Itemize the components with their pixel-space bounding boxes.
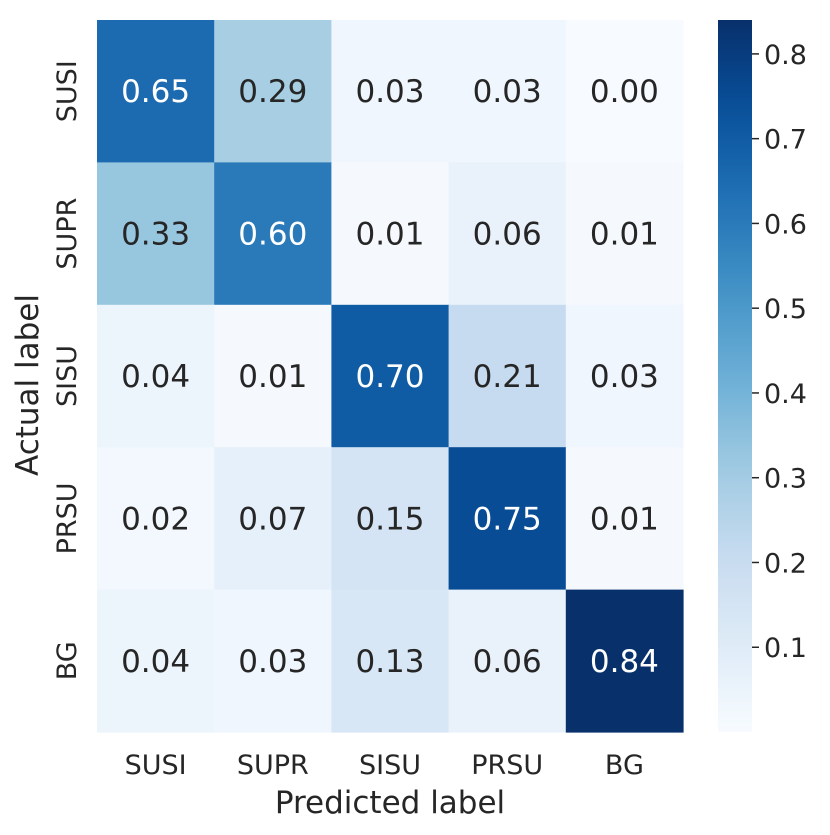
cell-value-label: 0.03	[473, 74, 542, 110]
cell-bg-susi	[97, 589, 215, 733]
cell-value-label: 0.01	[238, 359, 307, 395]
y-tick-labels: SUSI SUPR SISU PRSU BG	[52, 60, 83, 680]
cell-bg-bg	[565, 589, 684, 733]
cell-susi-susi	[97, 20, 215, 163]
cell-prsu-susi	[97, 447, 215, 591]
colorbar: 0.1 0.2 0.3 0.4 0.5 0.6 0.7 0.8	[718, 20, 807, 732]
cell-supr-susi	[97, 162, 215, 306]
cell-bg-prsu	[448, 589, 567, 733]
cell-value-label: 0.60	[238, 217, 307, 253]
cell-value-label: 0.21	[473, 359, 542, 395]
x-axis-title: Predicted label	[275, 785, 505, 821]
colorbar-tick-label: 0.3	[764, 464, 807, 495]
cell-sisu-sisu	[331, 304, 450, 448]
x-tick-labels: SUSI SUPR SISU PRSU BG	[125, 750, 644, 781]
cell-supr-sisu	[331, 162, 450, 306]
cell-value-label: 0.65	[121, 74, 190, 110]
cell-bg-sisu	[331, 589, 450, 733]
colorbar-tick-label: 0.5	[764, 294, 807, 325]
cell-value-label: 0.02	[121, 501, 190, 537]
colorbar-tick-label: 0.2	[764, 548, 807, 579]
cell-sisu-susi	[97, 304, 215, 448]
cell-value-label: 0.84	[590, 644, 659, 680]
y-tick-susi: SUSI	[52, 60, 83, 122]
cell-susi-supr	[214, 20, 332, 163]
heatmap-cells: 0.65 0.29 0.03 0.03 0.00 0.33 0.60 0.01 0.06 0.01…	[97, 20, 684, 733]
y-tick-bg: BG	[52, 641, 83, 680]
cell-value-label: 0.13	[355, 644, 424, 680]
x-tick-prsu: PRSU	[471, 750, 543, 781]
cell-value-label: 0.70	[355, 359, 424, 395]
cell-value-label: 0.04	[121, 644, 190, 680]
x-tick-sisu: SISU	[359, 750, 421, 781]
y-tick-supr: SUPR	[52, 198, 83, 270]
cell-supr-supr	[214, 162, 332, 306]
cell-value-label: 0.01	[590, 501, 659, 537]
cell-susi-bg	[565, 20, 684, 163]
y-tick-sisu: SISU	[52, 345, 83, 407]
cell-value-label: 0.15	[355, 501, 424, 537]
cell-value-label: 0.06	[473, 217, 542, 253]
colorbar-tick-label: 0.1	[764, 633, 807, 664]
colorbar-tick-label: 0.7	[764, 125, 807, 156]
cell-value-label: 0.29	[238, 74, 307, 110]
cell-value-label: 0.01	[590, 217, 659, 253]
cell-value-label: 0.06	[473, 644, 542, 680]
cell-prsu-supr	[214, 447, 332, 591]
cell-value-label: 0.04	[121, 359, 190, 395]
cell-value-label: 0.03	[590, 359, 659, 395]
cell-supr-bg	[565, 162, 684, 306]
cell-supr-prsu	[448, 162, 567, 306]
cell-prsu-bg	[565, 447, 684, 591]
y-axis-title: Actual label	[10, 294, 46, 476]
x-tick-supr: SUPR	[237, 750, 309, 781]
colorbar-tick-label: 0.4	[764, 379, 807, 410]
colorbar-tick-label: 0.8	[764, 40, 807, 71]
cell-value-label: 0.75	[473, 501, 542, 537]
colorbar-tick-label: 0.6	[764, 209, 807, 240]
cell-value-label: 0.03	[355, 74, 424, 110]
cell-susi-prsu	[448, 20, 567, 163]
x-tick-susi: SUSI	[125, 750, 187, 781]
cell-prsu-prsu	[448, 447, 567, 591]
cell-value-label: 0.01	[355, 217, 424, 253]
cell-sisu-bg	[565, 304, 684, 448]
cell-sisu-prsu	[448, 304, 567, 448]
cell-prsu-sisu	[331, 447, 450, 591]
cell-bg-supr	[214, 589, 332, 733]
cell-susi-sisu	[331, 20, 450, 163]
cell-value-label: 0.03	[238, 644, 307, 680]
colorbar-gradient	[718, 20, 752, 732]
cell-value-label: 0.07	[238, 501, 307, 537]
cell-value-label: 0.33	[121, 217, 190, 253]
cell-value-label: 0.00	[590, 74, 659, 110]
y-tick-prsu: PRSU	[52, 482, 83, 554]
cell-sisu-supr	[214, 304, 332, 448]
x-tick-bg: BG	[605, 750, 644, 781]
